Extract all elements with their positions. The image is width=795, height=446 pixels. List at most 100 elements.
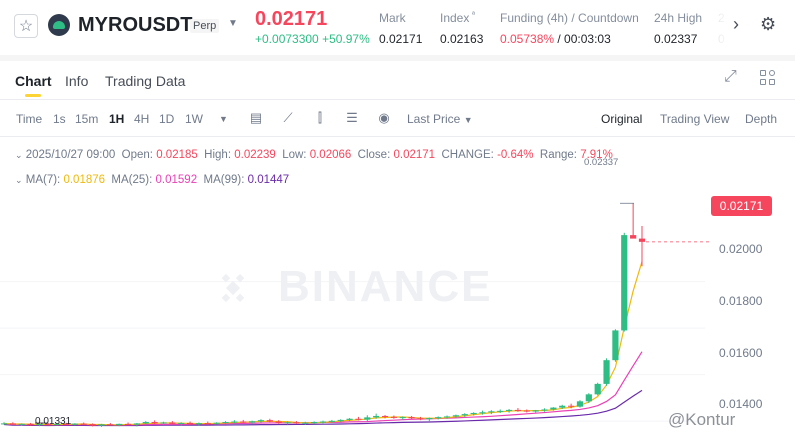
interval-more-caret-icon[interactable]: ▼ bbox=[219, 114, 228, 124]
chevron-right-icon[interactable]: › bbox=[733, 14, 739, 34]
candle[interactable] bbox=[89, 423, 96, 427]
calendar-settings-icon[interactable]: ▤ bbox=[249, 110, 263, 125]
candle[interactable] bbox=[373, 413, 380, 419]
candle[interactable] bbox=[107, 422, 114, 426]
candle[interactable] bbox=[355, 416, 362, 421]
candle[interactable] bbox=[559, 404, 566, 409]
candle[interactable] bbox=[364, 415, 371, 422]
indicator-line-icon[interactable]: ⟋ bbox=[283, 110, 293, 125]
candle[interactable] bbox=[568, 403, 575, 409]
candle[interactable] bbox=[621, 232, 628, 332]
candle[interactable] bbox=[488, 410, 495, 415]
interval-1w[interactable]: 1W bbox=[185, 112, 203, 126]
symbol-name[interactable]: MYROUSDT bbox=[78, 14, 193, 36]
candle[interactable] bbox=[603, 358, 610, 386]
tab-chart[interactable]: Chart bbox=[15, 73, 52, 89]
candle[interactable] bbox=[195, 422, 203, 426]
candle[interactable] bbox=[585, 393, 592, 403]
candlestick-chart[interactable] bbox=[0, 137, 795, 446]
candle[interactable] bbox=[426, 417, 433, 422]
candle[interactable] bbox=[45, 422, 52, 426]
candle[interactable] bbox=[62, 422, 70, 426]
candle[interactable] bbox=[169, 421, 176, 425]
candle[interactable] bbox=[178, 422, 185, 426]
candle[interactable] bbox=[630, 203, 637, 239]
candle[interactable] bbox=[80, 422, 87, 425]
candle[interactable] bbox=[98, 423, 105, 427]
layout-grid-icon[interactable] bbox=[760, 70, 776, 86]
favorite-star-icon[interactable]: ☆ bbox=[14, 14, 38, 38]
candle[interactable] bbox=[435, 416, 442, 420]
candle[interactable] bbox=[408, 415, 415, 420]
ma-collapse-caret-icon[interactable]: ⌄ bbox=[15, 175, 23, 185]
candle[interactable] bbox=[497, 409, 504, 413]
candle[interactable] bbox=[346, 418, 353, 422]
candle[interactable] bbox=[231, 420, 238, 424]
candle[interactable] bbox=[284, 421, 291, 425]
candle[interactable] bbox=[18, 423, 25, 426]
candle[interactable] bbox=[532, 409, 539, 413]
candle[interactable] bbox=[204, 421, 211, 425]
price-type-select[interactable]: Last Price ▼ bbox=[407, 112, 473, 126]
candle[interactable] bbox=[470, 412, 477, 416]
candle[interactable] bbox=[399, 416, 406, 420]
tab-info[interactable]: Info bbox=[65, 73, 89, 89]
chart-settings-icon[interactable]: ☰ bbox=[346, 110, 358, 125]
candle[interactable] bbox=[293, 421, 300, 424]
candle[interactable] bbox=[9, 422, 16, 426]
interval-4h[interactable]: 4H bbox=[134, 112, 150, 126]
drawing-tool-icon[interactable]: ◉ bbox=[378, 110, 390, 125]
candle[interactable] bbox=[594, 382, 601, 396]
symbol-dropdown-caret-icon[interactable]: ▼ bbox=[228, 18, 238, 29]
candle[interactable] bbox=[240, 419, 247, 423]
candle[interactable] bbox=[452, 414, 460, 418]
candle[interactable] bbox=[213, 422, 220, 425]
candle[interactable] bbox=[505, 408, 513, 413]
candle[interactable] bbox=[275, 420, 282, 424]
candle[interactable] bbox=[576, 400, 584, 408]
gear-icon[interactable]: ⚙ bbox=[760, 14, 777, 34]
candle[interactable] bbox=[443, 415, 451, 419]
candle[interactable] bbox=[249, 420, 256, 424]
view-depth[interactable]: Depth bbox=[745, 112, 778, 126]
candle[interactable] bbox=[523, 409, 530, 413]
candle[interactable] bbox=[319, 420, 327, 424]
interval-1d[interactable]: 1D bbox=[159, 112, 175, 126]
tab-trading-data[interactable]: Trading Data bbox=[105, 73, 186, 89]
candle[interactable] bbox=[160, 421, 167, 425]
candle[interactable] bbox=[541, 408, 548, 412]
candle[interactable] bbox=[0, 422, 8, 425]
candle[interactable] bbox=[311, 421, 318, 425]
candle[interactable] bbox=[124, 422, 132, 426]
candle[interactable] bbox=[479, 410, 486, 415]
interval-15m[interactable]: 15m bbox=[75, 112, 99, 126]
view-trading-view[interactable]: Trading View bbox=[660, 112, 730, 126]
candle[interactable] bbox=[302, 421, 309, 425]
time-label[interactable]: Time bbox=[16, 112, 43, 126]
candle[interactable] bbox=[54, 423, 61, 426]
view-original[interactable]: Original bbox=[601, 112, 643, 126]
candle-type-icon[interactable]: ⫿ bbox=[317, 110, 323, 125]
expand-icon[interactable]: ⤢ bbox=[724, 68, 737, 85]
candle[interactable] bbox=[417, 416, 424, 421]
candle[interactable] bbox=[186, 421, 194, 426]
candle[interactable] bbox=[142, 421, 149, 425]
candle[interactable] bbox=[381, 415, 389, 419]
candle[interactable] bbox=[328, 419, 335, 423]
interval-1s[interactable]: 1s bbox=[53, 112, 66, 126]
candle[interactable] bbox=[27, 422, 34, 426]
candle[interactable] bbox=[257, 419, 265, 423]
candle[interactable] bbox=[390, 415, 397, 419]
candle[interactable] bbox=[550, 407, 557, 411]
candle[interactable] bbox=[151, 420, 158, 424]
index-info-icon[interactable]: ª bbox=[472, 10, 475, 19]
candle[interactable] bbox=[337, 419, 344, 423]
interval-1h[interactable]: 1H bbox=[109, 112, 125, 126]
candle[interactable] bbox=[461, 413, 468, 417]
candle[interactable] bbox=[116, 423, 123, 427]
candle[interactable] bbox=[514, 408, 522, 412]
candle[interactable] bbox=[266, 418, 273, 423]
candle[interactable] bbox=[133, 422, 141, 427]
candle[interactable] bbox=[612, 329, 619, 362]
candle[interactable] bbox=[71, 423, 78, 426]
